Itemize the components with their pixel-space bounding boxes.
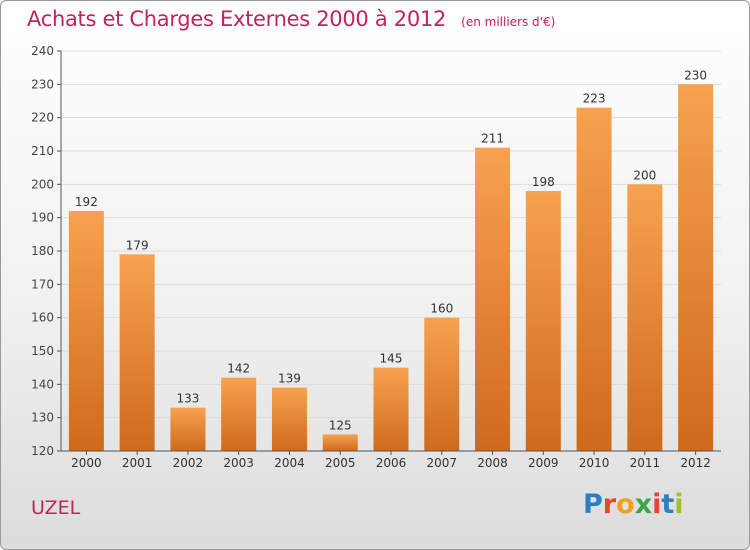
bar bbox=[424, 317, 460, 451]
bar bbox=[68, 211, 104, 451]
y-tick-label: 180 bbox=[31, 244, 54, 258]
bar bbox=[221, 377, 257, 451]
bar-value-label: 192 bbox=[75, 195, 98, 209]
bar-value-label: 230 bbox=[684, 68, 707, 82]
logo-letter: i bbox=[674, 489, 684, 520]
x-tick-label: 2010 bbox=[579, 456, 610, 470]
bar-value-label: 145 bbox=[380, 352, 403, 366]
x-tick-label: 2004 bbox=[274, 456, 305, 470]
x-tick-label: 2011 bbox=[630, 456, 661, 470]
y-tick-label: 130 bbox=[31, 411, 54, 425]
labels: 120 130 140 150 160 170 180 190 200 210 220 230 240 1… bbox=[31, 44, 711, 470]
bar-value-label: 200 bbox=[633, 168, 656, 182]
bar-value-label: 133 bbox=[176, 392, 199, 406]
bar-value-label: 223 bbox=[583, 92, 606, 106]
x-tick-label: 2012 bbox=[680, 456, 711, 470]
chart-title: Achats et Charges Externes 2000 à 2012 bbox=[27, 7, 447, 31]
bar bbox=[525, 191, 561, 451]
y-tick-label: 230 bbox=[31, 77, 54, 91]
bar-value-label: 139 bbox=[278, 372, 301, 386]
x-tick-label: 2002 bbox=[173, 456, 204, 470]
bar-value-label: 142 bbox=[227, 362, 250, 376]
x-tick-label: 2009 bbox=[528, 456, 559, 470]
bar bbox=[475, 147, 511, 451]
y-tick-label: 190 bbox=[31, 211, 54, 225]
bar-value-label: 198 bbox=[532, 175, 555, 189]
chart-subtitle: (en milliers d'€) bbox=[461, 15, 556, 29]
bar bbox=[678, 84, 714, 451]
x-tick-label: 2003 bbox=[223, 456, 254, 470]
logo-letter: i bbox=[652, 489, 662, 520]
y-tick-label: 140 bbox=[31, 377, 54, 391]
bar bbox=[170, 407, 206, 451]
proxiti-logo: Proxiti bbox=[583, 489, 684, 520]
x-tick-label: 2001 bbox=[122, 456, 153, 470]
x-tick-label: 2006 bbox=[376, 456, 407, 470]
y-tick-label: 240 bbox=[31, 44, 54, 58]
logo-letter: P bbox=[583, 489, 603, 520]
place-name: UZEL bbox=[31, 497, 81, 519]
bar bbox=[627, 184, 663, 452]
x-tick-label: 2008 bbox=[477, 456, 508, 470]
y-tick-label: 210 bbox=[31, 144, 54, 158]
title-row: Achats et Charges Externes 2000 à 2012 (… bbox=[27, 7, 555, 31]
bars bbox=[68, 84, 714, 452]
logo-letter: o bbox=[616, 489, 635, 520]
y-tick-label: 160 bbox=[31, 311, 54, 325]
y-tick-label: 220 bbox=[31, 111, 54, 125]
logo-letter: x bbox=[634, 489, 653, 520]
y-tick-label: 150 bbox=[31, 344, 54, 358]
x-tick-label: 2000 bbox=[71, 456, 102, 470]
bar bbox=[271, 387, 307, 451]
y-tick-label: 170 bbox=[31, 277, 54, 291]
logo-letter: r bbox=[602, 489, 617, 520]
y-tick-label: 120 bbox=[31, 444, 54, 458]
bar-value-label: 160 bbox=[430, 302, 453, 316]
bar bbox=[373, 367, 409, 451]
axes bbox=[57, 50, 721, 455]
bar-value-label: 211 bbox=[481, 132, 504, 146]
bar-value-label: 179 bbox=[126, 238, 149, 252]
bar bbox=[576, 107, 612, 452]
logo-letter: t bbox=[661, 489, 675, 520]
bar bbox=[322, 434, 358, 451]
bar bbox=[119, 254, 155, 451]
x-tick-label: 2007 bbox=[426, 456, 457, 470]
x-tick-label: 2005 bbox=[325, 456, 356, 470]
bar-value-label: 125 bbox=[329, 418, 352, 432]
y-tick-label: 200 bbox=[31, 177, 54, 191]
